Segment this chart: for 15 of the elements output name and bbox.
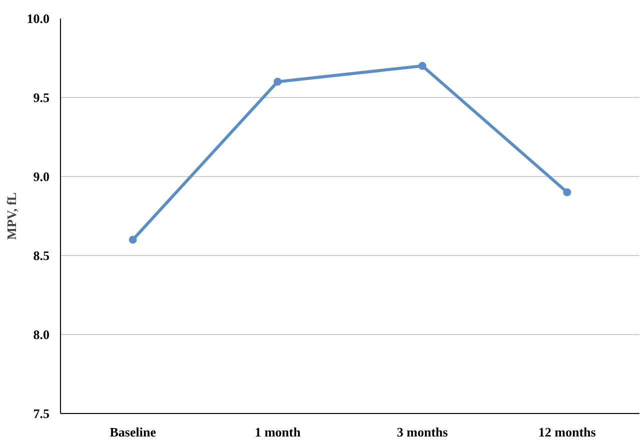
y-tick-label: 8.0	[33, 327, 50, 342]
point	[128, 236, 137, 244]
point	[418, 62, 426, 70]
x-tick-label: Baseline	[110, 424, 156, 440]
point	[274, 78, 282, 86]
y-axis-title: MPV, fL	[4, 192, 19, 240]
y-tick-label: 10.0	[26, 11, 50, 26]
y-tick-label: 8.5	[33, 248, 50, 263]
x-tick-label: 3 months	[396, 424, 448, 440]
x-tick-label: 1 month	[254, 424, 302, 440]
x-tick-label: 12 months	[538, 424, 596, 440]
point	[563, 188, 572, 196]
y-tick-label: 9.5	[33, 90, 50, 105]
y-tick-label: 7.5	[33, 406, 50, 421]
y-tick-label: 9.0	[33, 169, 50, 184]
